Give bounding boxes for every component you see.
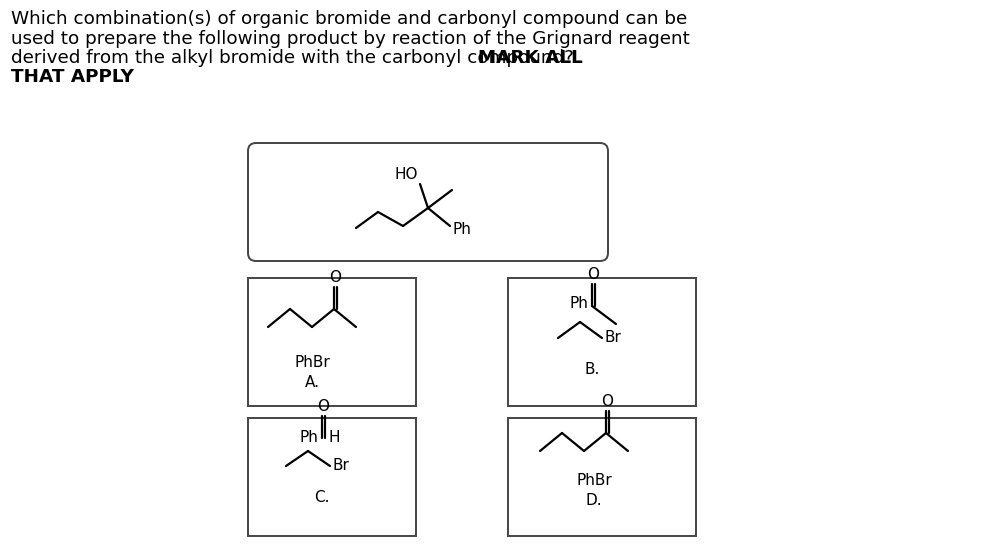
Text: H: H <box>328 431 340 445</box>
Text: C.: C. <box>314 490 330 505</box>
Bar <box>508 278 696 406</box>
Bar <box>508 418 696 536</box>
Text: O: O <box>602 394 614 409</box>
Text: PhBr: PhBr <box>576 473 612 488</box>
Text: B.: B. <box>584 362 600 377</box>
Text: O: O <box>587 267 600 282</box>
FancyBboxPatch shape <box>248 143 608 261</box>
Text: used to prepare the following product by reaction of the Grignard reagent: used to prepare the following product by… <box>11 29 690 47</box>
Text: O: O <box>318 399 330 414</box>
Text: MARK ALL: MARK ALL <box>478 49 583 67</box>
Text: Ph: Ph <box>569 296 588 311</box>
Text: D.: D. <box>586 493 602 508</box>
Text: Ph: Ph <box>452 222 471 237</box>
Text: Which combination(s) of organic bromide and carbonyl compound can be: Which combination(s) of organic bromide … <box>11 10 687 28</box>
Text: O: O <box>330 270 342 285</box>
Text: A.: A. <box>305 375 320 390</box>
Bar <box>248 278 416 406</box>
Text: THAT APPLY: THAT APPLY <box>11 68 134 87</box>
Text: PhBr: PhBr <box>294 355 330 370</box>
Text: Br: Br <box>333 459 349 474</box>
Text: Br: Br <box>604 331 621 346</box>
Text: HO: HO <box>394 167 418 182</box>
Text: derived from the alkyl bromide with the carbonyl compound?: derived from the alkyl bromide with the … <box>11 49 574 67</box>
Bar <box>248 418 416 536</box>
Text: Ph: Ph <box>299 431 318 445</box>
